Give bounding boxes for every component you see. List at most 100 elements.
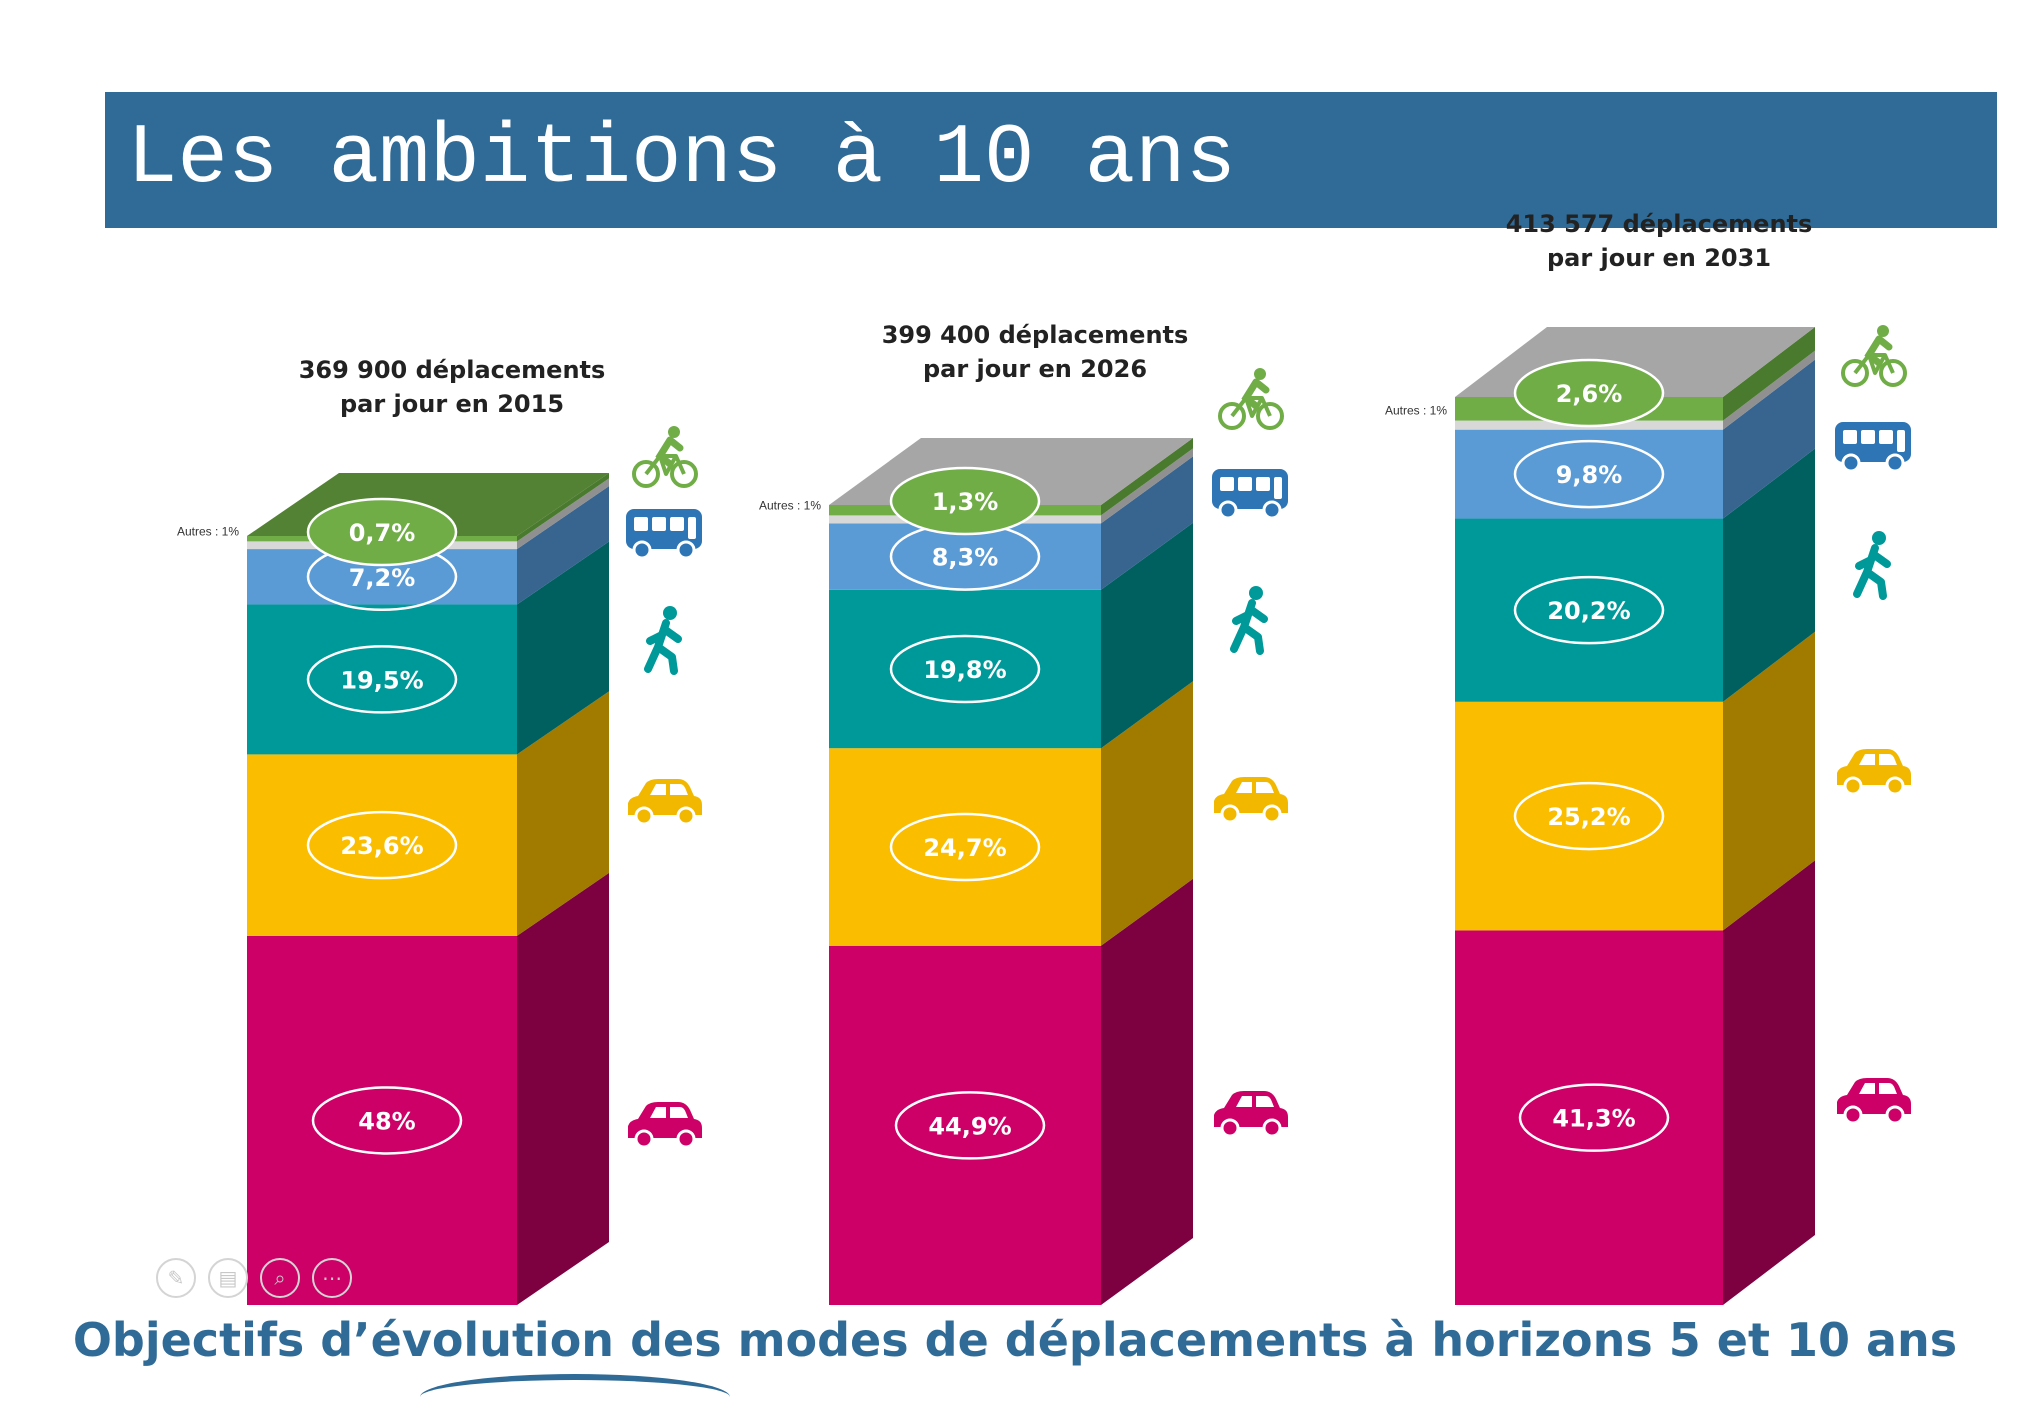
value-label-oval <box>311 1086 463 1155</box>
bar-segment-front <box>247 754 517 936</box>
stacked-3d-bar-chart: 48% 23,6% 19,5% 7,2% Autres : 1% 0,7% 369 900 … <box>177 210 1911 1305</box>
car-wheel <box>1843 1105 1863 1125</box>
bar-segment-side <box>1101 522 1193 749</box>
bus-wheel <box>1841 453 1861 473</box>
bicycle-icon <box>1841 325 1907 387</box>
presentation-toolbar: ✎ ▤ ⌕ ⋯ <box>156 1258 352 1298</box>
pedestrian-head <box>663 606 677 620</box>
pedestrian-body <box>1230 599 1268 655</box>
bus-window <box>1879 430 1893 444</box>
car-window <box>1859 1083 1897 1094</box>
zoom-icon[interactable]: ⌕ <box>260 1258 300 1298</box>
value-label-oval <box>1513 575 1665 645</box>
car-wheel <box>676 806 696 826</box>
car-wheel <box>1220 804 1240 824</box>
bar-segment-front <box>247 604 517 755</box>
others-label: Autres : 1% <box>1385 404 1447 418</box>
bar-segment-side <box>517 473 609 542</box>
pedestrian-body <box>644 619 682 675</box>
column-title: 369 900 déplacements <box>299 356 606 384</box>
value-label-oval <box>1513 781 1665 851</box>
car-wheel <box>1262 1118 1282 1138</box>
bar-segment-side <box>517 872 609 1305</box>
bus-icon <box>1835 422 1911 473</box>
bar-segment-front <box>1455 429 1723 519</box>
bus-wheel <box>1262 500 1282 520</box>
pen-icon[interactable]: ✎ <box>156 1258 196 1298</box>
bar-segment-side <box>1101 438 1193 516</box>
pedestrian-icon <box>644 606 682 675</box>
value-label: 0,7% <box>349 519 416 547</box>
carpool-car-icon <box>628 779 702 826</box>
bar-segment-side <box>1101 878 1193 1305</box>
bar-segment-side <box>1101 448 1193 524</box>
bar-segment-front <box>1455 518 1723 702</box>
bar-segment-side <box>1101 456 1193 590</box>
bar-segment-front <box>1455 701 1723 931</box>
bike-wheel <box>1841 359 1869 387</box>
bar-segment-front <box>829 589 1101 749</box>
value-label: 2,6% <box>1556 380 1623 408</box>
bar-segment-side <box>517 478 609 550</box>
car-icon <box>1837 1078 1911 1125</box>
cyclist-body <box>1864 335 1893 367</box>
car-window <box>650 784 688 795</box>
car-wheel <box>634 1129 654 1149</box>
value-label-oval <box>889 634 1041 704</box>
value-label-oval <box>1513 358 1665 428</box>
value-label: 20,2% <box>1547 597 1630 625</box>
cyclist-head <box>1877 325 1889 337</box>
value-label-oval <box>894 1091 1046 1160</box>
value-label-oval <box>306 810 458 880</box>
cyclist-head <box>1254 368 1266 380</box>
column-title: 413 577 déplacements <box>1506 210 1813 238</box>
bus-icon <box>626 509 702 560</box>
bar-segment-front <box>1455 930 1723 1305</box>
value-label: 44,9% <box>928 1112 1011 1140</box>
bus-wheel <box>632 540 652 560</box>
bicycle-icon <box>632 426 698 488</box>
column-title: 399 400 déplacements <box>882 321 1189 349</box>
car-window <box>1236 1096 1274 1107</box>
pedestrian-head <box>1872 531 1886 545</box>
column-title: par jour en 2031 <box>1547 244 1771 272</box>
bike-wheel <box>632 460 660 488</box>
bus-wheel <box>676 540 696 560</box>
bike-wheel <box>1256 402 1284 430</box>
others-label: Autres : 1% <box>759 498 821 512</box>
chart-caption: Objectifs d’évolution des modes de dépla… <box>72 1313 1958 1367</box>
column-2031 <box>1455 327 1815 1305</box>
value-label-oval <box>306 645 458 714</box>
value-label-oval <box>889 812 1041 882</box>
bus-icon <box>1212 469 1288 520</box>
bus-door <box>688 517 696 539</box>
carpool-car-icon <box>1214 777 1288 824</box>
carpool-car-icon <box>1837 749 1911 796</box>
bus-window <box>652 517 666 531</box>
value-label: 8,3% <box>932 544 999 572</box>
cyclist-body <box>655 436 684 468</box>
value-label: 24,7% <box>923 834 1006 862</box>
bar-segment-front <box>829 945 1101 1305</box>
bar-segment-side <box>1723 350 1815 430</box>
value-label: 9,8% <box>1556 461 1623 489</box>
bar-segment-side <box>1723 448 1815 702</box>
page-title: Les ambitions à 10 ans <box>127 112 1236 207</box>
bus-door <box>1897 430 1905 452</box>
car-window <box>1859 754 1897 765</box>
car-wheel <box>634 806 654 826</box>
value-label: 1,3% <box>932 488 999 516</box>
value-label: 41,3% <box>1552 1105 1635 1133</box>
bar-segment-side <box>517 541 609 755</box>
slides-icon[interactable]: ▤ <box>208 1258 248 1298</box>
car-icon <box>1214 1091 1288 1138</box>
column-2015 <box>247 473 609 1305</box>
car-wheel <box>1885 776 1905 796</box>
more-icon[interactable]: ⋯ <box>312 1258 352 1298</box>
value-label: 19,8% <box>923 656 1006 684</box>
value-label: 48% <box>358 1107 415 1135</box>
bar-segment-side <box>517 486 609 605</box>
bus-wheel <box>1218 500 1238 520</box>
bar-segment-front <box>829 748 1101 946</box>
bus-window <box>1861 430 1875 444</box>
